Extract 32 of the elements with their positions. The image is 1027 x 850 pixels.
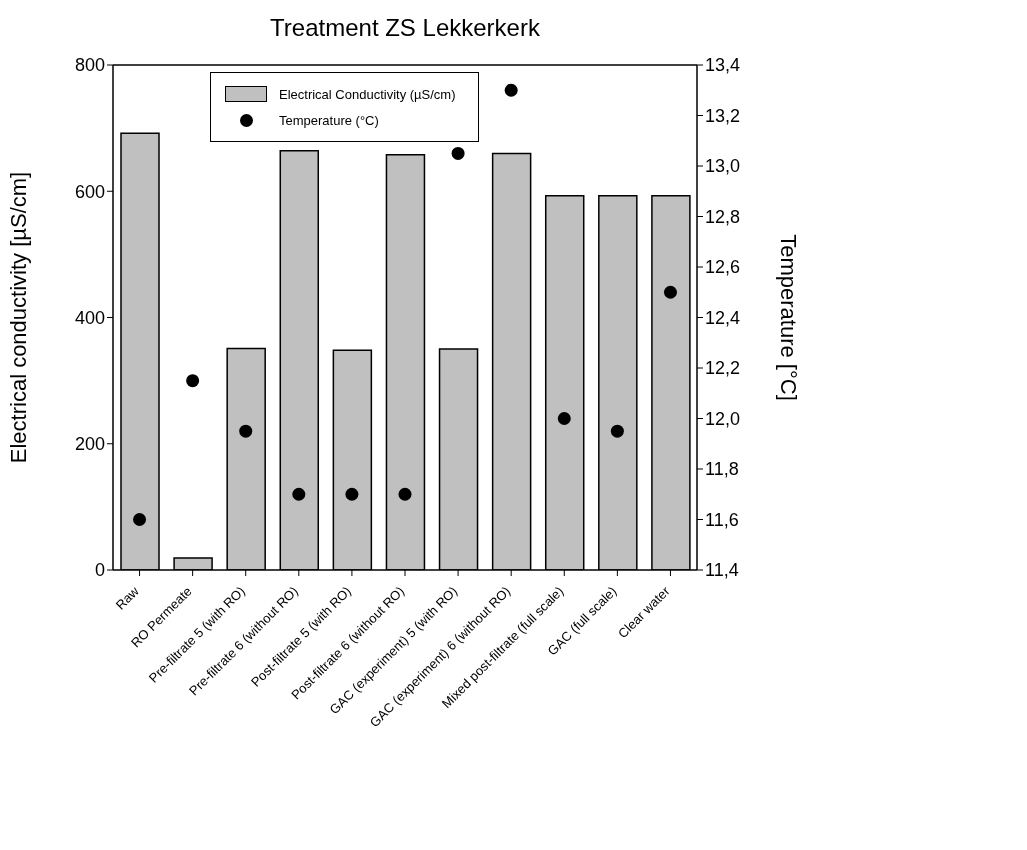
y-axis-title: Electrical conductivity [µS/cm] <box>5 171 31 464</box>
legend-label: Electrical Conductivity (µS/cm) <box>279 86 456 102</box>
legend-label: Temperature (°C) <box>279 112 379 128</box>
point <box>504 83 518 97</box>
y2-tick-label: 12,4 <box>705 307 741 328</box>
y-tick-label: 0 <box>94 560 105 581</box>
point <box>557 412 571 425</box>
y2-tick-label: 13,4 <box>705 55 741 76</box>
y2-tick-label: 12,8 <box>705 206 741 227</box>
chart-title: Treatment ZS Lekkerkerk <box>269 14 541 42</box>
y2-tick-label: 11,8 <box>705 459 739 480</box>
point <box>610 424 624 438</box>
y2-tick-label: 12,2 <box>705 358 741 379</box>
point <box>663 285 677 299</box>
y2-tick-label: 12,0 <box>705 408 741 429</box>
point <box>345 487 359 501</box>
y2-tick-label: 13,0 <box>705 156 741 177</box>
point <box>292 487 306 501</box>
y2-tick-label: 11,4 <box>705 560 739 581</box>
y2-tick-label: 11,6 <box>705 509 739 530</box>
y-tick-label: 600 <box>74 181 105 202</box>
y2-tick-label: 12,6 <box>705 257 741 278</box>
point <box>186 374 200 388</box>
point <box>239 424 253 438</box>
y-tick-label: 400 <box>74 307 105 328</box>
point <box>451 146 465 160</box>
y2-tick-label: 13,2 <box>705 105 741 126</box>
y-tick-label: 800 <box>74 55 105 76</box>
point <box>133 513 147 526</box>
y2-axis-title: Temperature [°C] <box>776 234 802 401</box>
y-tick-label: 200 <box>74 434 105 455</box>
point <box>398 487 412 501</box>
